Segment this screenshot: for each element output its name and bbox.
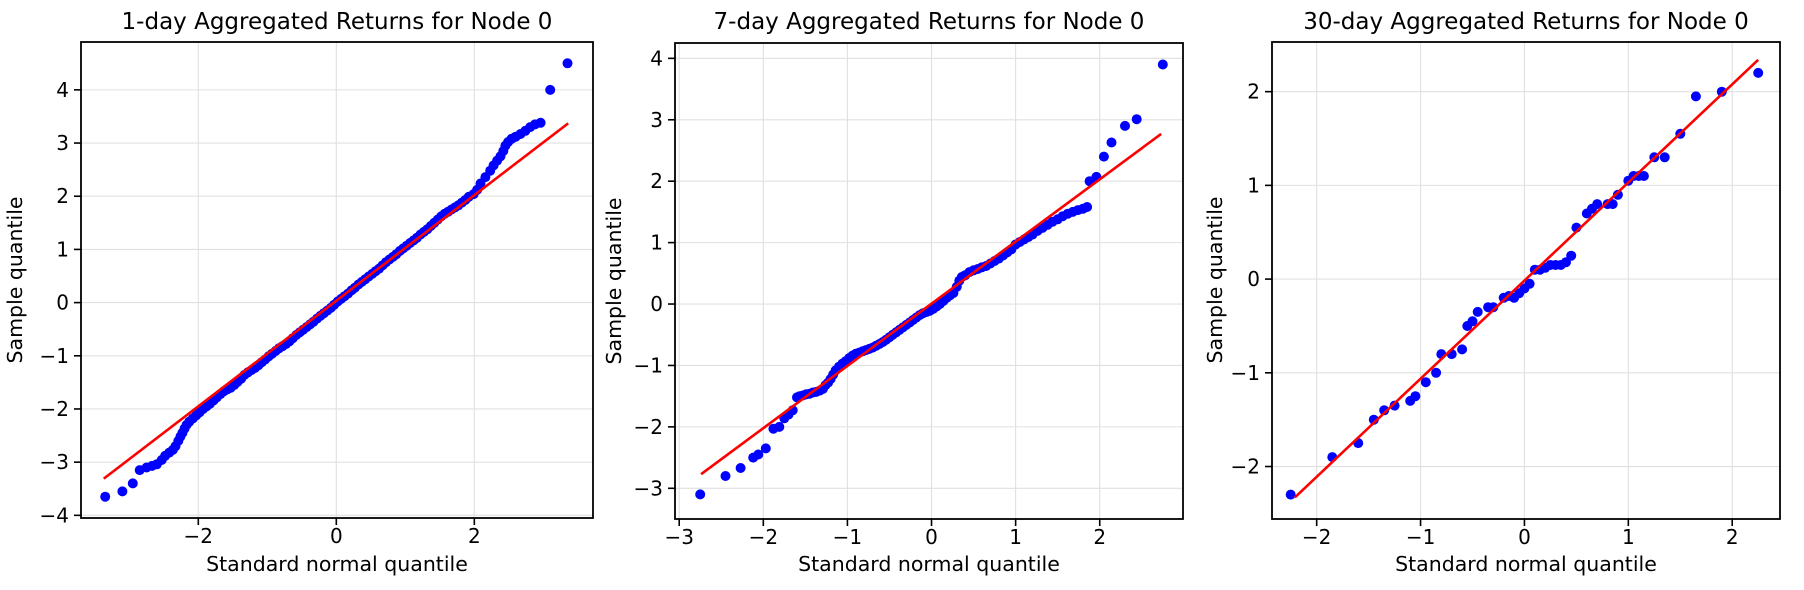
x-axis-label-30day: Standard normal quantile [1395,552,1657,576]
subplot-1day: −2 0 2 −4 −3 −2 −1 0 1 2 3 4 1-day Aggregated Retur… [3,9,594,576]
plot-area-1day: −2 0 2 −4 −3 −2 −1 0 1 2 3 4 [40,41,594,548]
x-tick-label: −1 [833,525,862,549]
x-tick-label: 0 [330,524,343,548]
y-tick-label: 2 [56,184,69,208]
chart-title-30day: 30-day Aggregated Returns for Node 0 [1303,9,1749,35]
y-tick-label: 0 [650,292,663,316]
subplot-7day: −3 −2 −1 0 1 2 −3 −2 −1 0 1 2 3 4 7-day Aggregated Re… [602,9,1184,576]
x-tick-label: −3 [664,525,693,549]
y-tick-label: −1 [634,353,663,377]
y-axis-label-1day: Sample quantile [3,197,27,364]
data-points [1285,67,1764,500]
x-tick-label: −2 [749,525,778,549]
y-tick-label: −4 [40,503,69,527]
gridlines [81,42,593,518]
chart-title-7day: 7-day Aggregated Returns for Node 0 [714,9,1145,35]
x-tick-label: −2 [1302,525,1331,549]
y-tick-label: −3 [40,450,69,474]
y-tick-label: 2 [1247,80,1260,104]
y-tick-label: −3 [634,476,663,500]
x-axis-label-1day: Standard normal quantile [206,552,468,576]
y-tick-labels: −2 −1 0 1 2 [1231,80,1260,479]
x-tick-label: 1 [1622,525,1635,549]
subplot-30day: −2 −1 0 1 2 −2 −1 0 1 2 30-day Aggregated Returns… [1203,9,1781,576]
x-tick-label: 2 [468,524,481,548]
reference-line [700,132,1162,476]
y-tick-label: 3 [650,108,663,132]
gridlines [675,43,1183,519]
axes-frame [80,41,594,519]
y-tick-label: −1 [1231,361,1260,385]
x-axis-label-7day: Standard normal quantile [798,552,1060,576]
x-tick-labels: −2 −1 0 1 2 [1302,525,1739,549]
y-tick-label: 1 [56,237,69,261]
y-tick-label: −2 [634,415,663,439]
axis-ticks [74,89,476,525]
y-axis-label-7day: Sample quantile [602,198,626,365]
y-tick-label: 3 [56,131,69,155]
y-tick-label: 4 [56,78,69,102]
y-tick-label: 4 [650,46,663,70]
y-tick-label: 0 [56,291,69,315]
x-tick-label: 0 [925,525,938,549]
y-tick-labels: −4 −3 −2 −1 0 1 2 3 4 [40,78,69,527]
axis-ticks [668,57,1101,526]
x-tick-label: 0 [1518,525,1531,549]
axes-frame [1271,41,1781,520]
chart-title-1day: 1-day Aggregated Returns for Node 0 [122,9,553,35]
x-tick-label: 2 [1726,525,1739,549]
plot-area-7day: −3 −2 −1 0 1 2 −3 −2 −1 0 1 2 3 4 [634,42,1184,549]
y-tick-label: 1 [650,231,663,255]
y-tick-label: 0 [1247,267,1260,291]
x-tick-label: 2 [1093,525,1106,549]
axes-frame [674,42,1184,520]
y-tick-label: 1 [1247,173,1260,197]
axis-ticks [1265,90,1734,526]
x-tick-labels: −2 0 2 [184,524,481,548]
x-tick-label: 1 [1009,525,1022,549]
x-tick-labels: −3 −2 −1 0 1 2 [664,525,1106,549]
y-tick-label: −1 [40,344,69,368]
y-tick-label: −2 [40,397,69,421]
y-tick-labels: −3 −2 −1 0 1 2 3 4 [634,46,663,500]
reference-line [102,122,569,480]
y-tick-label: 2 [650,169,663,193]
y-axis-label-30day: Sample quantile [1203,197,1227,364]
plot-area-30day: −2 −1 0 1 2 −2 −1 0 1 2 [1231,41,1781,549]
x-tick-label: −2 [184,524,213,548]
x-tick-label: −1 [1406,525,1435,549]
reference-line [1293,58,1760,499]
y-tick-label: −2 [1231,455,1260,479]
